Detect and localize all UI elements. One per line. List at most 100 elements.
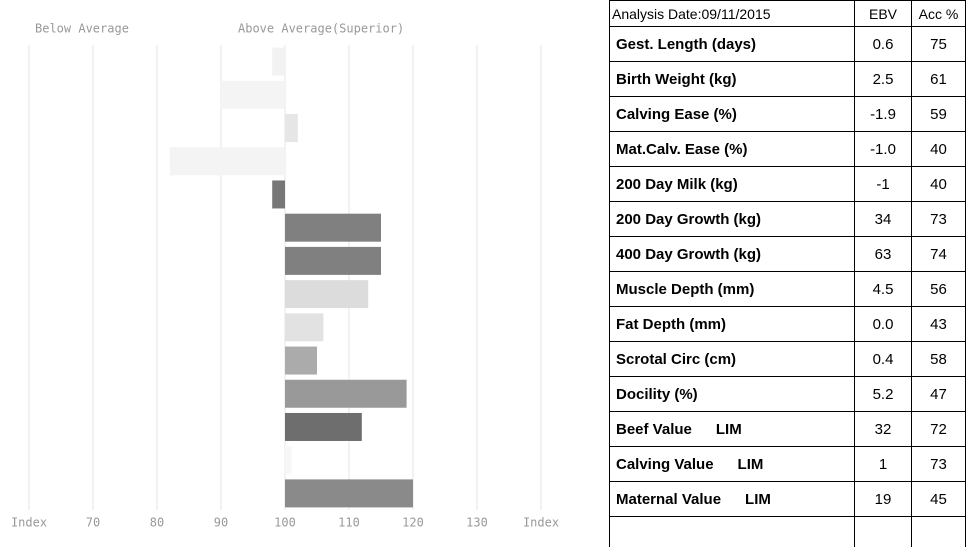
- ebv-cell: 4.5: [854, 271, 912, 307]
- acc-cell: 73: [911, 446, 966, 482]
- ebv-cell: 0.6: [854, 26, 912, 62]
- ebv-table: Analysis Date:09/11/2015 EBV Acc % Gest. Le…: [609, 0, 966, 547]
- bar: [285, 280, 369, 309]
- header-cell: Analysis Date:09/11/2015: [609, 0, 855, 27]
- bar: [285, 446, 292, 475]
- breed: LIM: [745, 490, 771, 508]
- table-row: Scrotal Circ (cm) 0.4 58: [609, 341, 966, 377]
- table-row: Mat.Calv. Ease (%) -1.0 40: [609, 131, 966, 167]
- table-row: 400 Day Growth (kg) 63 74: [609, 236, 966, 272]
- acc-cell: 40: [911, 166, 966, 202]
- x-tick-label: 90: [214, 516, 228, 530]
- header-cell: Acc %: [911, 0, 966, 27]
- trait-cell: Fat Depth (mm): [609, 306, 855, 342]
- trait-cell: Muscle Depth (mm): [609, 271, 855, 307]
- empty-cell: [609, 516, 855, 547]
- ebv-cell: 0.0: [854, 306, 912, 342]
- x-tick-label: Index: [11, 516, 47, 530]
- trait-name: Docility (%): [616, 385, 698, 403]
- x-tick-label: 110: [338, 516, 360, 530]
- acc-cell: 73: [911, 201, 966, 237]
- empty-row: [609, 516, 966, 547]
- acc-cell: 47: [911, 376, 966, 412]
- table-row: Gest. Length (days) 0.6 75: [609, 26, 966, 62]
- header-row: Analysis Date:09/11/2015 EBV Acc %: [609, 0, 966, 27]
- trait-name: Maternal Value: [616, 490, 722, 508]
- ebv-cell: 1: [854, 446, 912, 482]
- trait-cell: Birth Weight (kg): [609, 61, 855, 97]
- ebv-cell: -1: [854, 166, 912, 202]
- trait-cell: Mat.Calv. Ease (%): [609, 131, 855, 167]
- ebv-cell: 34: [854, 201, 912, 237]
- x-tick-label: Index: [523, 516, 559, 530]
- table-row: Muscle Depth (mm) 4.5 56: [609, 271, 966, 307]
- table-row: Birth Weight (kg) 2.5 61: [609, 61, 966, 97]
- bar: [285, 412, 362, 441]
- acc-cell: 40: [911, 131, 966, 167]
- ebv-cell: 0.4: [854, 341, 912, 377]
- bar: [285, 246, 381, 275]
- trait-name: Muscle Depth (mm): [616, 280, 755, 298]
- table-row: 200 Day Milk (kg) -1 40: [609, 166, 966, 202]
- ebv-cell: 32: [854, 411, 912, 447]
- annotation: Below Average: [35, 22, 129, 36]
- empty-cell: [911, 516, 966, 547]
- bar: [285, 313, 324, 342]
- x-tick-label: 130: [466, 516, 488, 530]
- x-tick-label: 70: [86, 516, 100, 530]
- x-tick-label: 120: [402, 516, 424, 530]
- header-cell: EBV: [854, 0, 912, 27]
- acc-cell: 59: [911, 96, 966, 132]
- table-row: Fat Depth (mm) 0.0 43: [609, 306, 966, 342]
- ebv-cell: -1.0: [854, 131, 912, 167]
- trait-name: Beef Value: [616, 420, 692, 438]
- trait-name: Birth Weight (kg): [616, 70, 737, 88]
- trait-cell: Gest. Length (days): [609, 26, 855, 62]
- acc-cell: 74: [911, 236, 966, 272]
- bar: [285, 379, 407, 408]
- acc-cell: 45: [911, 481, 966, 517]
- annotation: Above Average(Superior): [238, 22, 404, 36]
- trait-name: Fat Depth (mm): [616, 315, 726, 333]
- trait-cell: 200 Day Growth (kg): [609, 201, 855, 237]
- x-tick-label: 100: [274, 516, 296, 530]
- empty-cell: [854, 516, 912, 547]
- acc-cell: 58: [911, 341, 966, 377]
- ebv-cell: 2.5: [854, 61, 912, 97]
- trait-cell: 400 Day Growth (kg): [609, 236, 855, 272]
- trait-cell: Calving Ease (%): [609, 96, 855, 132]
- ebv-cell: 19: [854, 481, 912, 517]
- bar: [272, 180, 285, 209]
- bar: [285, 346, 317, 375]
- trait-cell: 200 Day Milk (kg): [609, 166, 855, 202]
- trait-cell: Scrotal Circ (cm): [609, 341, 855, 377]
- trait-name: 200 Day Milk (kg): [616, 175, 738, 193]
- trait-name: Mat.Calv. Ease (%): [616, 140, 748, 158]
- breed: LIM: [737, 455, 764, 473]
- trait-cell: Beef Value LIM: [609, 411, 855, 447]
- chart: Below Average Above Average(Superior) In…: [11, 22, 559, 530]
- trait-name: Scrotal Circ (cm): [616, 350, 737, 368]
- table-row: 200 Day Growth (kg) 34 73: [609, 201, 966, 237]
- bar: [221, 80, 285, 109]
- acc-cell: 43: [911, 306, 966, 342]
- acc-cell: 56: [911, 271, 966, 307]
- trait-name: 400 Day Growth (kg): [616, 245, 762, 263]
- trait-name: Calving Value: [616, 455, 714, 473]
- breed: LIM: [715, 420, 742, 438]
- bar: [169, 147, 285, 176]
- table-row: Beef Value LIM 32 72: [609, 411, 966, 447]
- trait-name: Gest. Length (days): [616, 35, 757, 53]
- bar: [285, 213, 381, 242]
- acc-cell: 72: [911, 411, 966, 447]
- acc-cell: 75: [911, 26, 966, 62]
- trait-name: 200 Day Growth (kg): [616, 210, 762, 228]
- bar: [285, 114, 298, 143]
- ebv-cell: 63: [854, 236, 912, 272]
- acc-cell: 61: [911, 61, 966, 97]
- ebv-cell: 5.2: [854, 376, 912, 412]
- bar: [285, 479, 413, 508]
- bar: [272, 47, 285, 76]
- table-row: Calving Ease (%) -1.9 59: [609, 96, 966, 132]
